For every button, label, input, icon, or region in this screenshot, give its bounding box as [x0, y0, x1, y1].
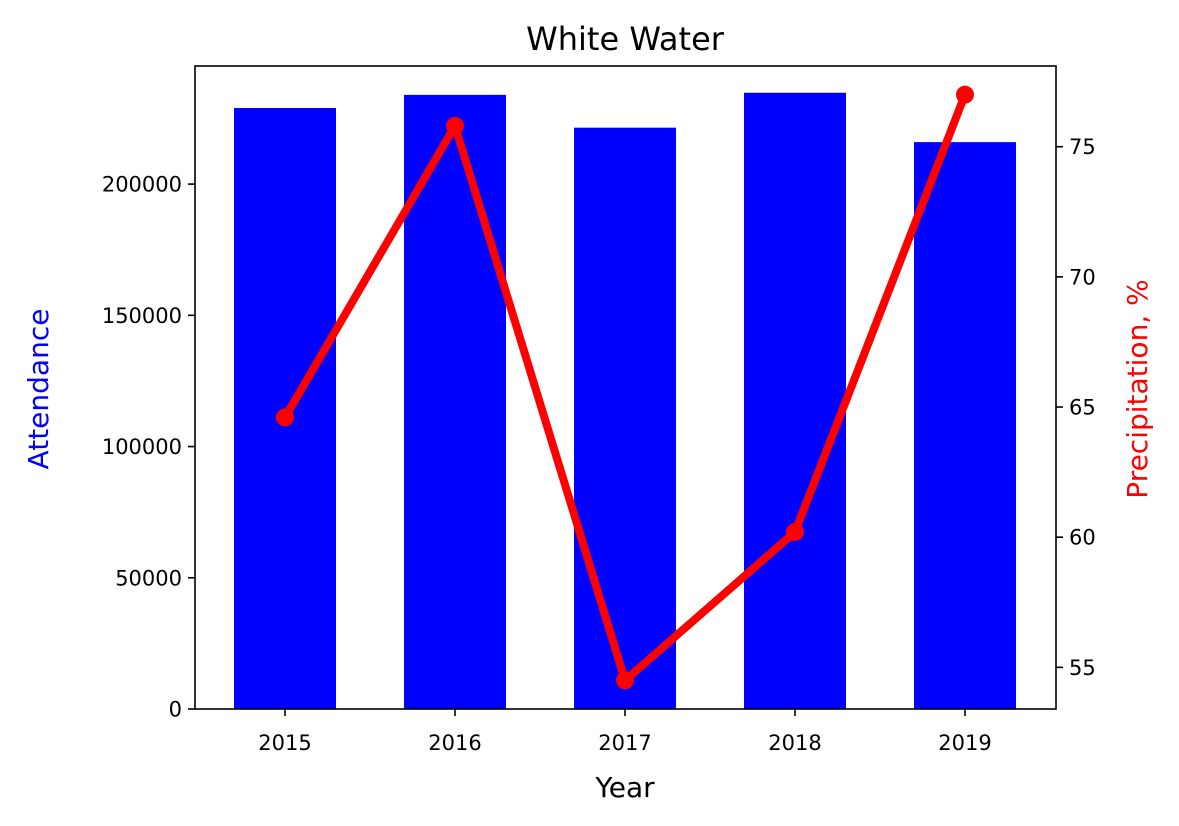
bar-2016: [404, 94, 506, 709]
right-y-tick-label: 70: [1069, 265, 1096, 289]
left-y-tick-label: 150000: [102, 304, 182, 328]
x-tick-label: 2018: [768, 731, 821, 755]
right-y-tick-label: 65: [1069, 396, 1096, 420]
precipitation-point-2019: [956, 85, 974, 104]
right-y-axis-title: Precipitation, %: [1121, 279, 1154, 498]
left-y-axis-title: Attendance: [22, 309, 55, 470]
precipitation-point-2015: [276, 408, 294, 427]
left-y-tick-label: 50000: [115, 566, 182, 590]
precipitation-line-series: [276, 85, 974, 690]
left-y-axis-ticks: 0 50000 100000 150000 200000: [102, 173, 195, 722]
x-tick-label: 2017: [598, 731, 651, 755]
precipitation-point-2017: [616, 671, 634, 690]
right-y-tick-label: 75: [1069, 135, 1096, 159]
right-y-axis-ticks: 55 60 65 70 75: [1056, 135, 1096, 680]
x-tick-label: 2019: [938, 731, 991, 755]
x-axis-ticks: 2015 2016 2017 2018 2019: [258, 709, 992, 755]
left-y-tick-label: 100000: [102, 435, 182, 459]
precipitation-point-2018: [786, 522, 804, 541]
x-tick-label: 2016: [428, 731, 481, 755]
bar-2019: [914, 142, 1016, 709]
chart-title: White Water: [526, 20, 725, 58]
right-y-tick-label: 55: [1069, 656, 1096, 680]
left-y-tick-label: 0: [169, 698, 182, 722]
attendance-bars: [234, 92, 1016, 710]
left-y-tick-label: 200000: [102, 173, 182, 197]
bar-2017: [574, 127, 676, 709]
precipitation-point-2016: [446, 116, 464, 135]
x-axis-title: Year: [594, 771, 655, 804]
x-tick-label: 2015: [258, 731, 311, 755]
right-y-tick-label: 60: [1069, 526, 1096, 550]
bar-2018: [744, 92, 846, 710]
